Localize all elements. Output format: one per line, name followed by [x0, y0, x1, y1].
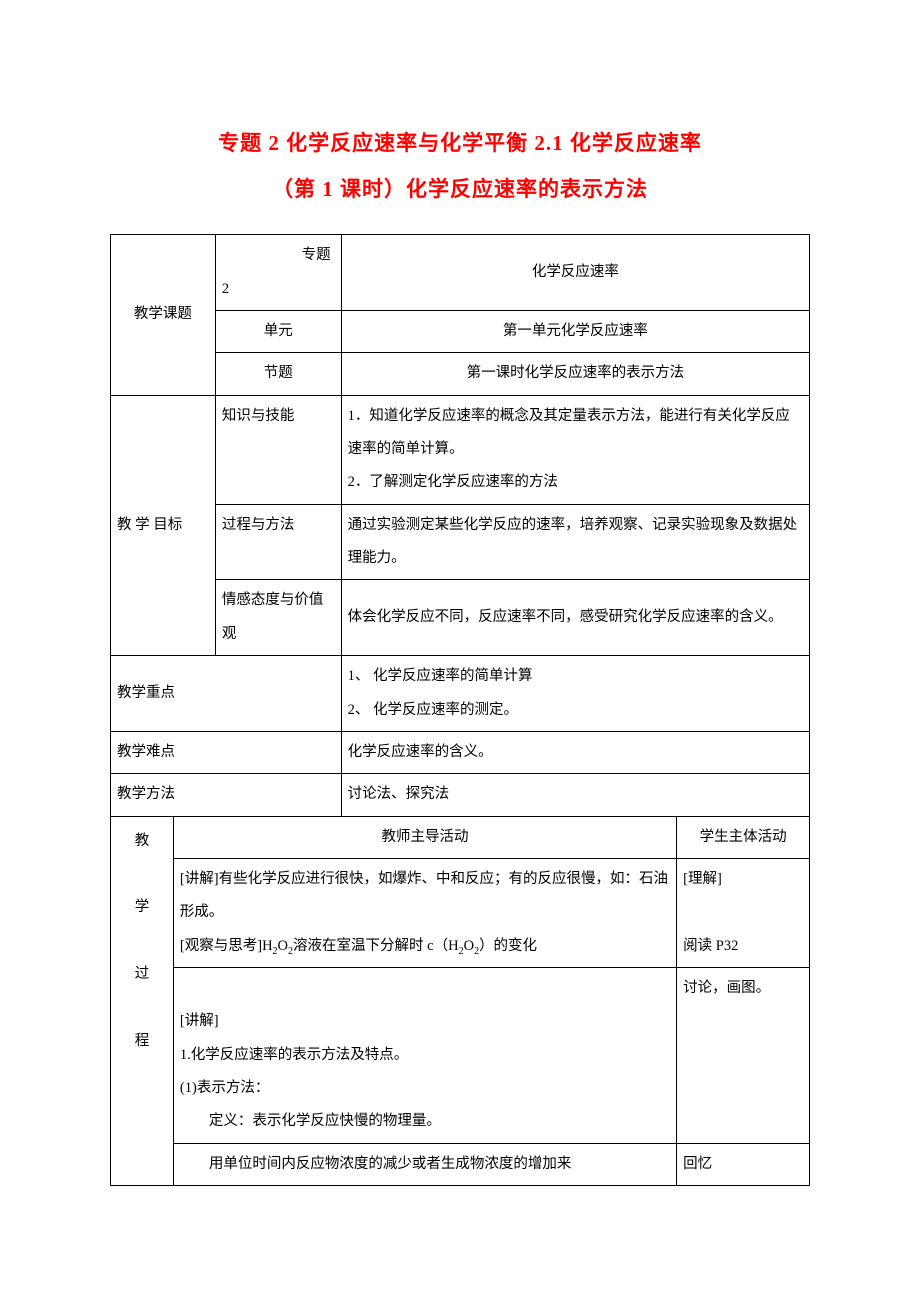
- title-block: 专题 2 化学反应速率与化学平衡 2.1 化学反应速率 （第 1 课时）化学反应…: [110, 120, 810, 212]
- student-b1-l1: [理解]: [683, 871, 722, 887]
- knowledge-value-1: 1．知道化学反应速率的概念及其定量表示方法，能进行有关化学反应速率的简单计算。: [348, 408, 790, 457]
- table-row: [讲解]有些化学反应进行很快，如爆炸、中和反应；有的反应很慢，如：石油形成。 […: [111, 858, 810, 967]
- sub-3: 2: [459, 945, 464, 956]
- attitude-label-text: 情感态度与价值观: [222, 592, 324, 641]
- table-row: 节题 第一课时化学反应速率的表示方法: [111, 353, 810, 395]
- table-row: 教学过程 教师主导活动 学生主体活动: [111, 816, 810, 858]
- table-row: 情感态度与价值观 体会化学反应不同，反应速率不同，感受研究化学反应速率的含义。: [111, 580, 810, 656]
- knowledge-value: 1．知道化学反应速率的概念及其定量表示方法，能进行有关化学反应速率的简单计算。 …: [341, 395, 809, 504]
- title-line-2: （第 1 课时）化学反应速率的表示方法: [110, 166, 810, 212]
- table-row: 教学难点 化学反应速率的含义。: [111, 731, 810, 773]
- difficulty-value: 化学反应速率的含义。: [341, 731, 809, 773]
- process-side-label: 教学过程: [111, 816, 174, 1185]
- b1l2-prefix: [观察与思考]H: [180, 938, 273, 954]
- student-block-3: 回忆: [677, 1143, 810, 1185]
- teacher-b2-l4: 定义：表示化学反应快慢的物理量。: [180, 1113, 441, 1129]
- b1l2-suffix: ）的变化: [479, 938, 537, 954]
- attitude-value: 体会化学反应不同，反应速率不同，感受研究化学反应速率的含义。: [341, 580, 809, 656]
- document-page: 专题 2 化学反应速率与化学平衡 2.1 化学反应速率 （第 1 课时）化学反应…: [0, 0, 920, 1246]
- keti-label-cell: 教学课题: [111, 235, 216, 395]
- knowledge-label: 知识与技能: [215, 395, 341, 504]
- objectives-group-label: 教 学 目标: [111, 395, 216, 655]
- teacher-header: 教师主导活动: [173, 816, 676, 858]
- teacher-b2-l1: [讲解]: [180, 1013, 219, 1029]
- table-row: 教 学 目标 知识与技能 1．知道化学反应速率的概念及其定量表示方法，能进行有关…: [111, 395, 810, 504]
- unit-value-cell: 第一单元化学反应速率: [341, 311, 809, 353]
- student-b1-l2: 阅读 P32: [683, 938, 738, 954]
- lesson-plan-table: 教学课题 专题 2 化学反应速率 单元 第一单元化学反应速率 节题 第一课时化学…: [110, 234, 810, 1186]
- table-row: 教学课题 专题 2 化学反应速率: [111, 235, 810, 311]
- teacher-b1-l1: [讲解]有些化学反应进行很快，如爆炸、中和反应；有的反应很慢，如：石油形成。: [180, 871, 668, 920]
- process-label: 过程与方法: [215, 504, 341, 580]
- sub-1: 2: [273, 945, 278, 956]
- method-label: 教学方法: [111, 774, 342, 816]
- focus-value-1: 1、 化学反应速率的简单计算: [348, 668, 533, 684]
- title-line-1: 专题 2 化学反应速率与化学平衡 2.1 化学反应速率: [110, 120, 810, 166]
- teacher-block-3: 用单位时间内反应物浓度的减少或者生成物浓度的增加来: [173, 1143, 676, 1185]
- focus-value: 1、 化学反应速率的简单计算 2、 化学反应速率的测定。: [341, 656, 809, 732]
- student-header: 学生主体活动: [677, 816, 810, 858]
- attitude-label: 情感态度与价值观: [215, 580, 341, 656]
- teacher-b1-l2: [观察与思考]H2O2溶液在室温下分解时 c（H2O2）的变化: [180, 938, 537, 954]
- focus-label: 教学重点: [111, 656, 342, 732]
- process-value: 通过实验测定某些化学反应的速率，培养观察、记录实验现象及数据处理能力。: [341, 504, 809, 580]
- table-row: 过程与方法 通过实验测定某些化学反应的速率，培养观察、记录实验现象及数据处理能力…: [111, 504, 810, 580]
- topic2-label-cell: 专题 2: [215, 235, 341, 311]
- lesson-label-cell: 节题: [215, 353, 341, 395]
- unit-label-cell: 单元: [215, 311, 341, 353]
- table-row: 单元 第一单元化学反应速率: [111, 311, 810, 353]
- teacher-block-2: [讲解] 1.化学反应速率的表示方法及特点。 (1)表示方法： 定义：表示化学反…: [173, 967, 676, 1143]
- teacher-block-1: [讲解]有些化学反应进行很快，如爆炸、中和反应；有的反应很慢，如：石油形成。 […: [173, 858, 676, 967]
- focus-value-2: 2、 化学反应速率的测定。: [348, 702, 518, 718]
- lesson-value-cell: 第一课时化学反应速率的表示方法: [341, 353, 809, 395]
- student-block-2: 讨论，画图。: [677, 967, 810, 1143]
- difficulty-label: 教学难点: [111, 731, 342, 773]
- table-row: [讲解] 1.化学反应速率的表示方法及特点。 (1)表示方法： 定义：表示化学反…: [111, 967, 810, 1143]
- student-block-1: [理解] 阅读 P32: [677, 858, 810, 967]
- table-row: 用单位时间内反应物浓度的减少或者生成物浓度的增加来 回忆: [111, 1143, 810, 1185]
- teacher-b2-l2: 1.化学反应速率的表示方法及特点。: [180, 1047, 408, 1063]
- teacher-b2-l5: 用单位时间内反应物浓度的减少或者生成物浓度的增加来: [180, 1156, 572, 1172]
- table-row: 教学重点 1、 化学反应速率的简单计算 2、 化学反应速率的测定。: [111, 656, 810, 732]
- table-row: 教学方法 讨论法、探究法: [111, 774, 810, 816]
- blank-line: [180, 972, 670, 1005]
- teacher-b2-l3: (1)表示方法：: [180, 1080, 269, 1096]
- topic2-value-cell: 化学反应速率: [341, 235, 809, 311]
- b1l2-mid: 溶液在室温下分解时 c（H: [293, 938, 459, 954]
- knowledge-value-2: 2．了解测定化学反应速率的方法: [348, 474, 558, 490]
- method-value: 讨论法、探究法: [341, 774, 809, 816]
